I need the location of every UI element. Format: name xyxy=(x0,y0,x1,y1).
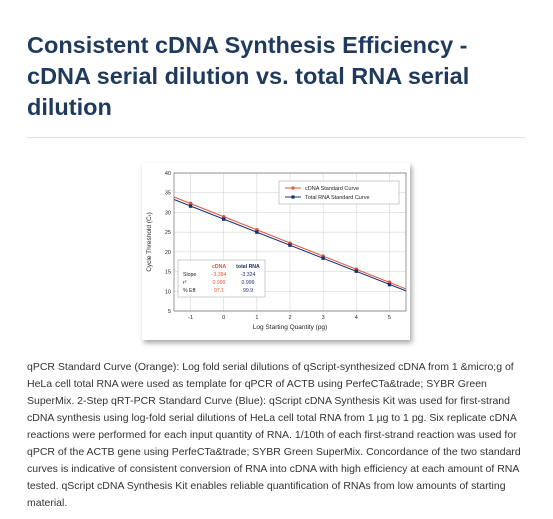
x-axis-label: Log Starting Quantity (pg) xyxy=(253,324,327,331)
x-tick-label: 4 xyxy=(355,315,358,321)
data-point-rna xyxy=(222,217,226,221)
stats-cell-rna: 0.999 xyxy=(242,280,255,286)
stats-row-label: Slope xyxy=(183,272,196,278)
y-tick-label: 30 xyxy=(165,210,171,216)
data-point-cdna xyxy=(188,201,193,206)
stats-cell-cdna: 97.1 xyxy=(214,288,224,294)
stats-cell-rna: -3.324 xyxy=(241,272,256,278)
legend-label-rna: Total RNA Standard Curve xyxy=(305,195,370,201)
stats-header-cdna: cDNA xyxy=(212,264,226,270)
y-tick-label: 10 xyxy=(165,289,171,295)
page-title: Consistent cDNA Synthesis Efficiency - c… xyxy=(27,32,470,120)
chart-legend: cDNA Standard Curve Total RNA Standard C… xyxy=(278,180,400,205)
chart-axes xyxy=(173,172,407,312)
standard-curve-chart: 5 10 15 20 25 30 35 40 -1 0 1 2 3 4 5 Log Starting Qua… xyxy=(146,171,407,331)
stats-table: cDNA total RNA Slope -3.384 -3.324 r² 0.… xyxy=(177,259,266,298)
stats-cell-cdna: -3.384 xyxy=(212,272,227,278)
figure-caption: qPCR Standard Curve (Orange): Log fold s… xyxy=(27,361,521,509)
legend-marker-rna xyxy=(291,195,295,199)
data-point-rna xyxy=(288,243,292,247)
x-tick-label: 1 xyxy=(255,315,258,321)
y-axis-label: Cycle Threshold (Cₜ) xyxy=(146,212,153,272)
stats-table-box xyxy=(177,259,266,298)
data-point-rna xyxy=(188,204,193,208)
stats-cell-rna: 99.9 xyxy=(243,288,253,294)
data-point-rna xyxy=(354,269,358,273)
stats-cell-cdna: 0.999 xyxy=(213,280,226,286)
y-tick-label: 15 xyxy=(165,270,171,276)
data-points xyxy=(188,201,392,287)
title-divider xyxy=(27,137,526,138)
chart-figure: 5 10 15 20 25 30 35 40 -1 0 1 2 3 4 5 Log Starting Qua… xyxy=(142,163,410,340)
x-tick-label: 2 xyxy=(288,315,291,321)
data-point-rna xyxy=(255,230,259,234)
x-tick-label: -1 xyxy=(188,315,193,321)
data-point-rna xyxy=(387,282,392,287)
stats-row-label: % Eff. xyxy=(183,288,197,294)
y-tick-label: 35 xyxy=(165,191,171,197)
stats-row-label: r² xyxy=(183,280,187,286)
y-tick-label: 40 xyxy=(165,171,171,177)
stats-header-rna: total RNA xyxy=(236,264,260,270)
x-tick-label: 3 xyxy=(322,315,325,321)
x-tick-label: 0 xyxy=(222,315,225,321)
data-point-rna xyxy=(321,256,325,260)
legend-box xyxy=(278,180,400,205)
plot-frame xyxy=(173,172,407,312)
y-tick-label: 25 xyxy=(165,230,171,236)
legend-marker-cdna xyxy=(291,186,295,190)
legend-label-cdna: cDNA Standard Curve xyxy=(305,186,359,192)
y-tick-label: 20 xyxy=(165,250,171,256)
x-tick-label: 5 xyxy=(388,315,391,321)
y-tick-label: 5 xyxy=(168,309,171,315)
tick-labels: 5 10 15 20 25 30 35 40 -1 0 1 2 3 4 5 xyxy=(165,171,391,321)
